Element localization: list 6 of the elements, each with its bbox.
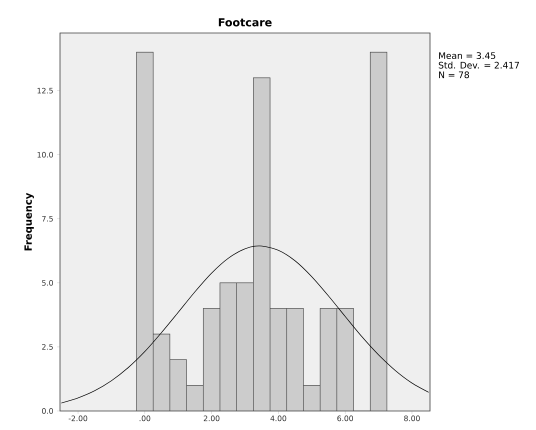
text: Mean = 3.45 [439,52,496,59]
y-axis-title: Frequency [24,192,34,250]
chart-title: Footcare [218,18,272,26]
text: Std. Dev. = 2.417 [438,62,519,69]
text: N = 78 [439,71,470,78]
line-series [60,246,430,404]
